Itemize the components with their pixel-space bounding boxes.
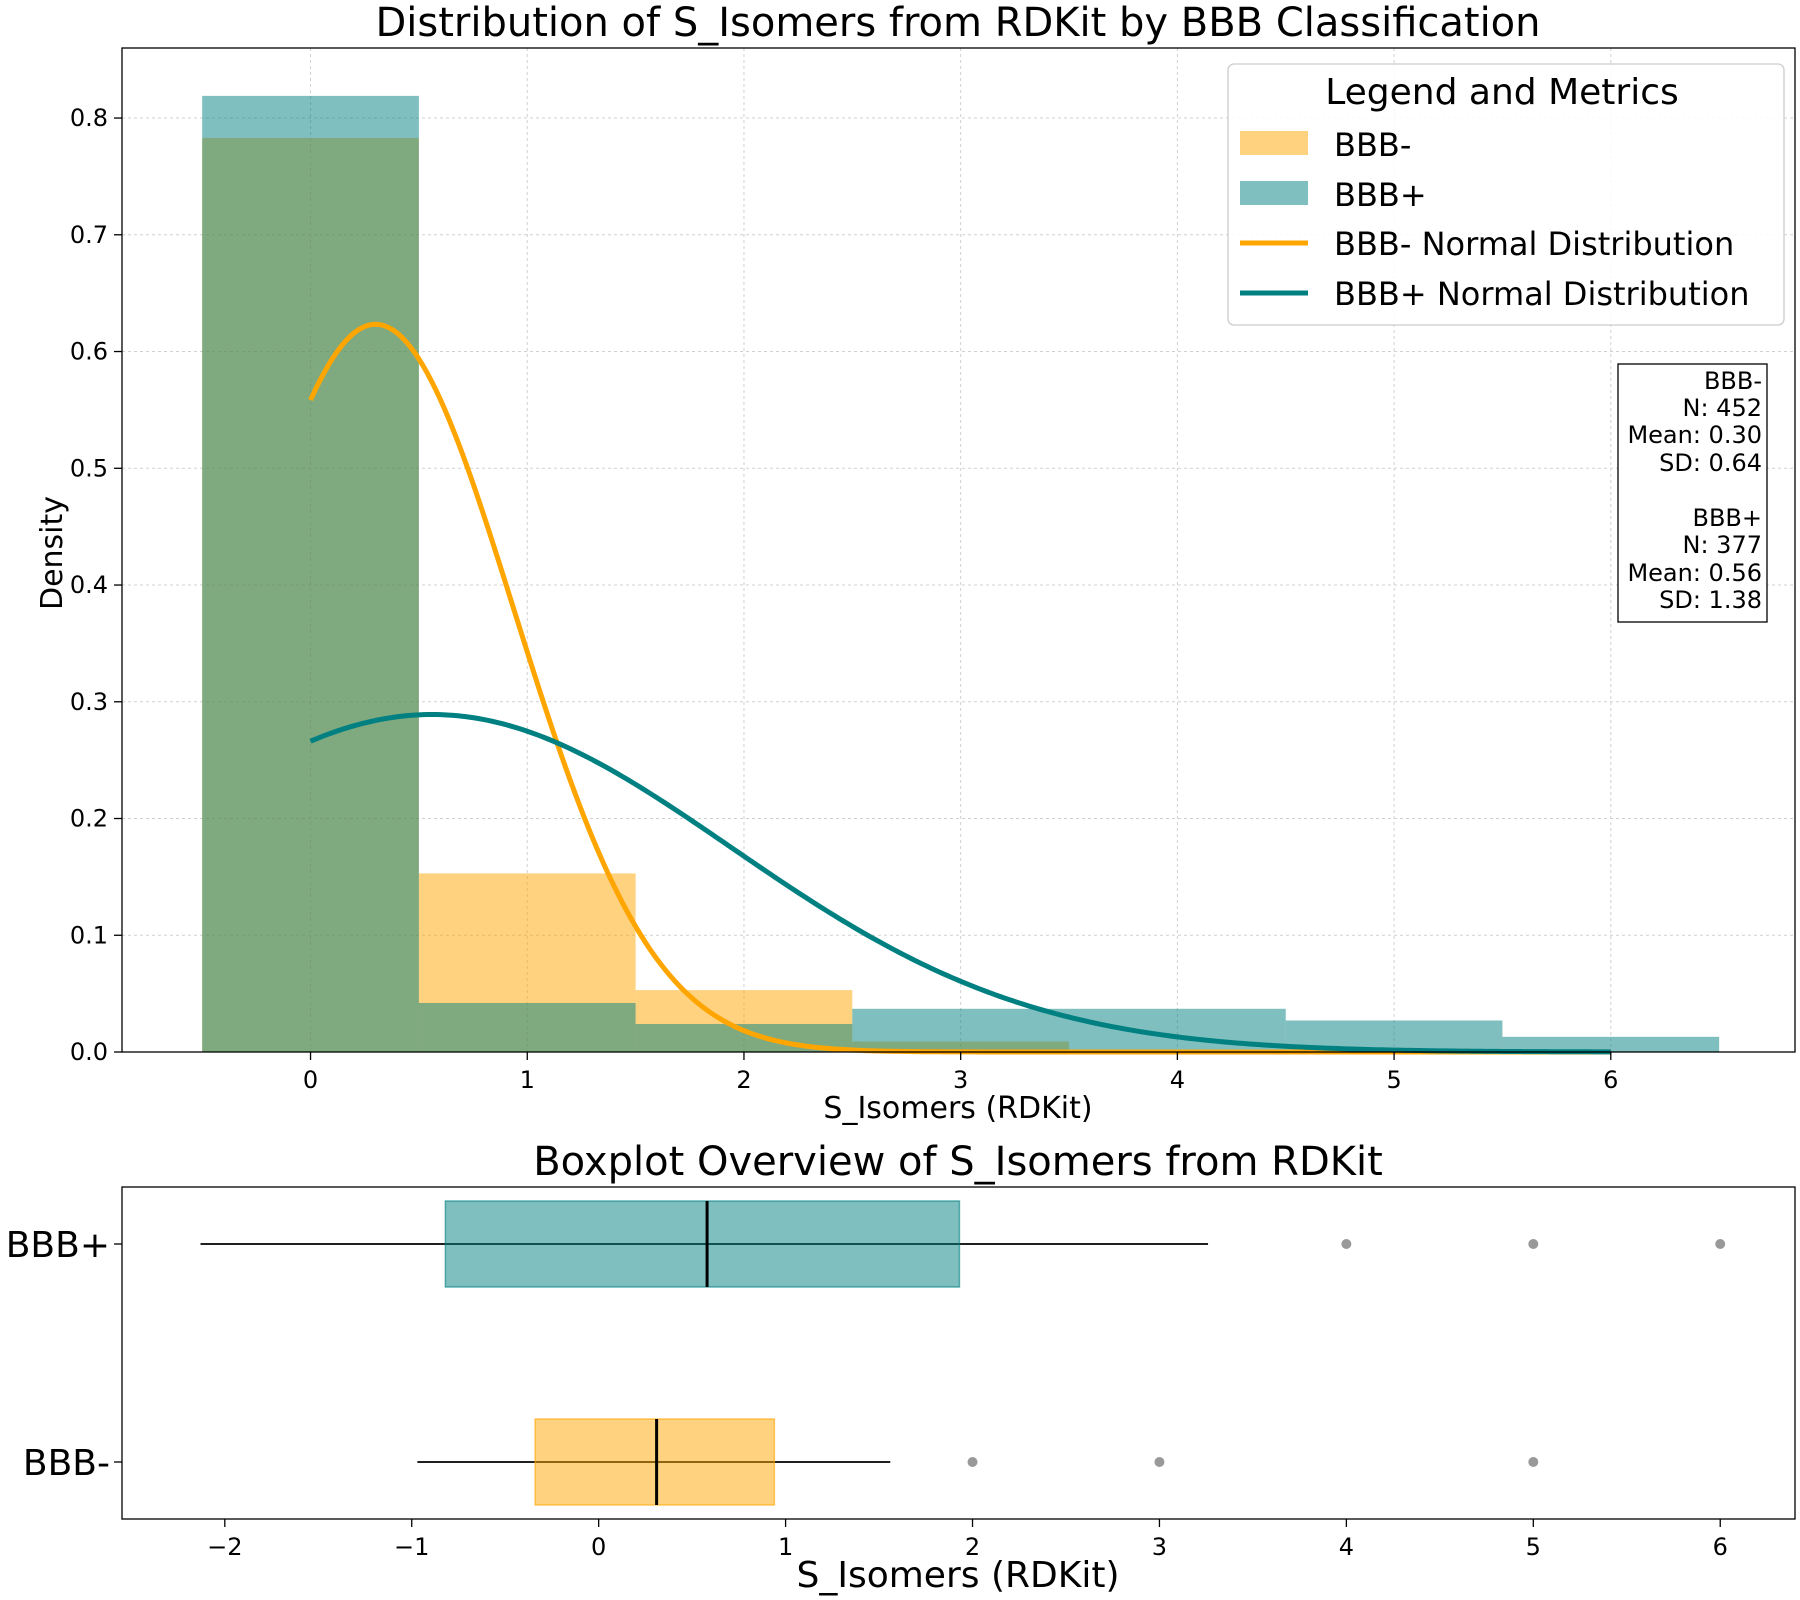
metrics-bbb-plus-group: BBB+ xyxy=(1692,504,1762,532)
boxplot-x-ticks: −2 −1 0 1 2 3 4 5 6 xyxy=(207,1519,1728,1561)
metrics-bbb-plus-n: N: 377 xyxy=(1683,531,1762,559)
bbb-minus-outlier xyxy=(1154,1457,1165,1467)
boxplot-x-tick-label: 1 xyxy=(778,1533,793,1561)
bbb-plus-box xyxy=(444,1200,961,1288)
boxplot-x-tick-label: 6 xyxy=(1713,1533,1728,1561)
boxplot-x-axis-label: S_Isomers (RDKit) xyxy=(796,1555,1119,1596)
legend: Legend and Metrics BBB- BBB+ BBB- Normal… xyxy=(1227,63,1785,326)
histogram-x-ticks: 0 1 2 3 4 5 6 xyxy=(303,1052,1618,1094)
histogram-y-tick-label: 0.3 xyxy=(70,688,108,716)
histogram-y-tick-label: 0.4 xyxy=(70,571,108,599)
bbb-plus-bar xyxy=(1502,1036,1720,1052)
histogram-panel: Distribution of S_Isomers from RDKit by … xyxy=(35,0,1796,1126)
boxplot-x-tick-label: −2 xyxy=(207,1533,242,1561)
bbb-minus-box xyxy=(534,1418,776,1506)
histogram-y-tick-label: 0.1 xyxy=(70,921,108,949)
histogram-y-axis-label: Density xyxy=(35,496,70,610)
bbb-minus-outlier xyxy=(1528,1457,1539,1467)
legend-swatch-bbb-minus xyxy=(1240,131,1308,155)
legend-label-bbb-plus-normal: BBB+ Normal Distribution xyxy=(1334,275,1749,313)
metrics-bbb-minus-group: BBB- xyxy=(1704,367,1762,395)
metrics-bbb-minus-n: N: 452 xyxy=(1683,394,1762,422)
metrics-box: BBB- N: 452 Mean: 0.30 SD: 0.64 BBB+ N: … xyxy=(1617,363,1768,623)
histogram-x-tick-label: 5 xyxy=(1386,1066,1401,1094)
boxplot-x-tick-label: −1 xyxy=(394,1533,429,1561)
histogram-x-tick-label: 3 xyxy=(953,1066,968,1094)
histogram-y-ticks: 0.0 0.1 0.2 0.3 0.4 0.5 0.6 0.7 0.8 xyxy=(70,104,122,1066)
boxplot-y-ticks: BBB+ BBB- xyxy=(6,1225,122,1484)
legend-title: Legend and Metrics xyxy=(1325,72,1679,113)
histogram-plot-frame xyxy=(121,47,1796,1053)
bbb-plus-outlier xyxy=(1341,1239,1352,1249)
histogram-y-tick-label: 0.8 xyxy=(70,104,108,132)
histogram-x-tick-label: 6 xyxy=(1603,1066,1618,1094)
histogram-y-tick-label: 0.5 xyxy=(70,454,108,482)
boxplot-category-label: BBB+ xyxy=(6,1225,110,1266)
metrics-bbb-minus-sd: SD: 0.64 xyxy=(1659,449,1762,477)
histogram-x-tick-label: 1 xyxy=(520,1066,535,1094)
boxplot-x-tick-label: 0 xyxy=(591,1533,606,1561)
bbb-plus-bar xyxy=(418,1002,636,1052)
histogram-x-axis-label: S_Isomers (RDKit) xyxy=(823,1091,1092,1126)
bbb-minus-outlier xyxy=(967,1457,978,1467)
histogram-y-tick-label: 0.7 xyxy=(70,221,108,249)
boxplot-category-label: BBB- xyxy=(23,1443,110,1484)
boxplot-title: Boxplot Overview of S_Isomers from RDKit xyxy=(533,1139,1383,1185)
bbb-plus-bars xyxy=(202,95,1720,1053)
boxplot-x-tick-label: 4 xyxy=(1339,1533,1354,1561)
bbb-plus-outlier xyxy=(1528,1239,1539,1249)
boxplot-x-tick-label: 2 xyxy=(965,1533,980,1561)
metrics-frame xyxy=(1617,363,1768,623)
legend-swatch-bbb-plus xyxy=(1240,181,1308,205)
metrics-bbb-minus-mean: Mean: 0.30 xyxy=(1627,421,1762,449)
bbb-plus-normal-curve xyxy=(309,712,1611,1055)
legend-label-bbb-minus-normal: BBB- Normal Distribution xyxy=(1334,225,1734,263)
bbb-plus-outlier xyxy=(1715,1239,1726,1249)
boxplot-x-tick-label: 3 xyxy=(1152,1533,1167,1561)
histogram-y-tick-label: 0.0 xyxy=(70,1038,108,1066)
boxplot-panel: Boxplot Overview of S_Isomers from RDKit… xyxy=(6,1139,1796,1596)
histogram-x-tick-label: 4 xyxy=(1170,1066,1185,1094)
bbb-plus-bar xyxy=(202,95,419,1053)
boxplot-boxes xyxy=(200,1200,1726,1506)
histogram-y-tick-label: 0.2 xyxy=(70,805,108,833)
histogram-x-tick-label: 2 xyxy=(736,1066,751,1094)
histogram-x-tick-label: 0 xyxy=(303,1066,318,1094)
legend-frame xyxy=(1227,63,1785,326)
legend-label-bbb-plus: BBB+ xyxy=(1334,176,1427,214)
histogram-y-tick-label: 0.6 xyxy=(70,338,108,366)
histogram-title: Distribution of S_Isomers from RDKit by … xyxy=(375,0,1540,46)
boxplot-plot-frame xyxy=(121,1186,1796,1520)
metrics-bbb-plus-sd: SD: 1.38 xyxy=(1659,586,1762,614)
legend-label-bbb-minus: BBB- xyxy=(1334,126,1411,164)
boxplot-x-tick-label: 5 xyxy=(1526,1533,1541,1561)
metrics-bbb-plus-mean: Mean: 0.56 xyxy=(1627,559,1762,587)
